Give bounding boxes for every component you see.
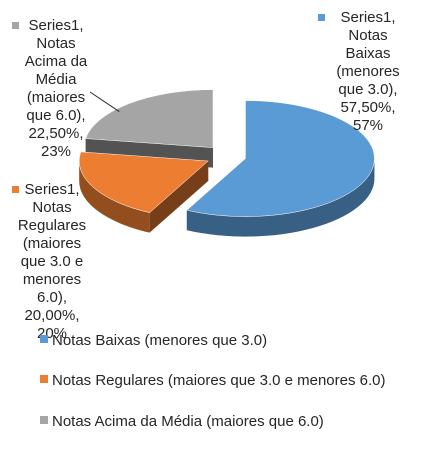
leader-line-notas-acima [89, 91, 120, 112]
legend-label: Notas Baixas (menores que 3.0) [52, 332, 268, 349]
label-line: Baixas [345, 45, 391, 62]
data-label-notas-acima: Series1, Notas Acima da Média (maiores q… [8, 17, 104, 161]
label-line: Notas [36, 35, 76, 52]
data-label-key-notas-regulares [12, 186, 19, 193]
pie-slice-side-notas-regulares [79, 160, 150, 233]
label-line: Notas [32, 199, 72, 216]
label-line: Notas [348, 27, 388, 44]
label-line: Series1, [28, 17, 84, 34]
label-line: 6.0), [36, 289, 67, 306]
legend-item-notas-baixas: Notas Baixas (menores que 3.0) [40, 332, 267, 350]
label-line: que 3.0 e [20, 253, 84, 270]
label-line: 23% [40, 143, 72, 160]
label-line: Regulares [17, 217, 87, 234]
label-line: Series1, [340, 9, 396, 26]
label-line: menores [22, 271, 82, 288]
legend-label: Notas Regulares (maiores que 3.0 e menor… [52, 372, 386, 389]
label-line: que 6.0), [26, 107, 86, 124]
pie-slice-notas-regulares [78, 151, 209, 213]
legend-swatch [40, 375, 48, 383]
legend-swatch [40, 416, 48, 424]
legend-swatch [40, 335, 48, 343]
legend-label: Notas Acima da Média (maiores que 6.0) [52, 413, 324, 430]
pie-slice-side-notas-baixas [186, 158, 375, 237]
legend-item-notas-acima: Notas Acima da Média (maiores que 6.0) [40, 413, 324, 431]
label-line: Média [35, 71, 77, 88]
label-line: 57% [352, 117, 384, 134]
label-line: Acima da [24, 53, 88, 70]
pie-slice-edge-notas-regulares [149, 160, 209, 233]
legend-item-notas-regulares: Notas Regulares (maiores que 3.0 e menor… [40, 372, 386, 390]
label-line: que 3.0), [338, 81, 398, 98]
label-line: (maiores [26, 89, 86, 106]
label-line: 22,50%, [28, 125, 84, 142]
pie-slice-tops [78, 89, 375, 217]
data-label-key-notas-baixas [318, 14, 325, 21]
label-line: Series1, [24, 181, 80, 198]
label-line: 57,50%, [340, 99, 396, 116]
pie-slice-notas-baixas [186, 100, 375, 217]
data-label-key-notas-acima [12, 22, 19, 29]
data-label-notas-baixas: Series1, Notas Baixas (menores que 3.0),… [318, 9, 418, 135]
label-line: 20,00%, [24, 307, 80, 324]
data-label-notas-regulares: Series1, Notas Regulares (maiores que 3.… [10, 181, 94, 343]
label-line: (maiores [22, 235, 82, 252]
label-line: (menores [336, 63, 400, 80]
pie-slice-notas-acima [85, 89, 214, 148]
